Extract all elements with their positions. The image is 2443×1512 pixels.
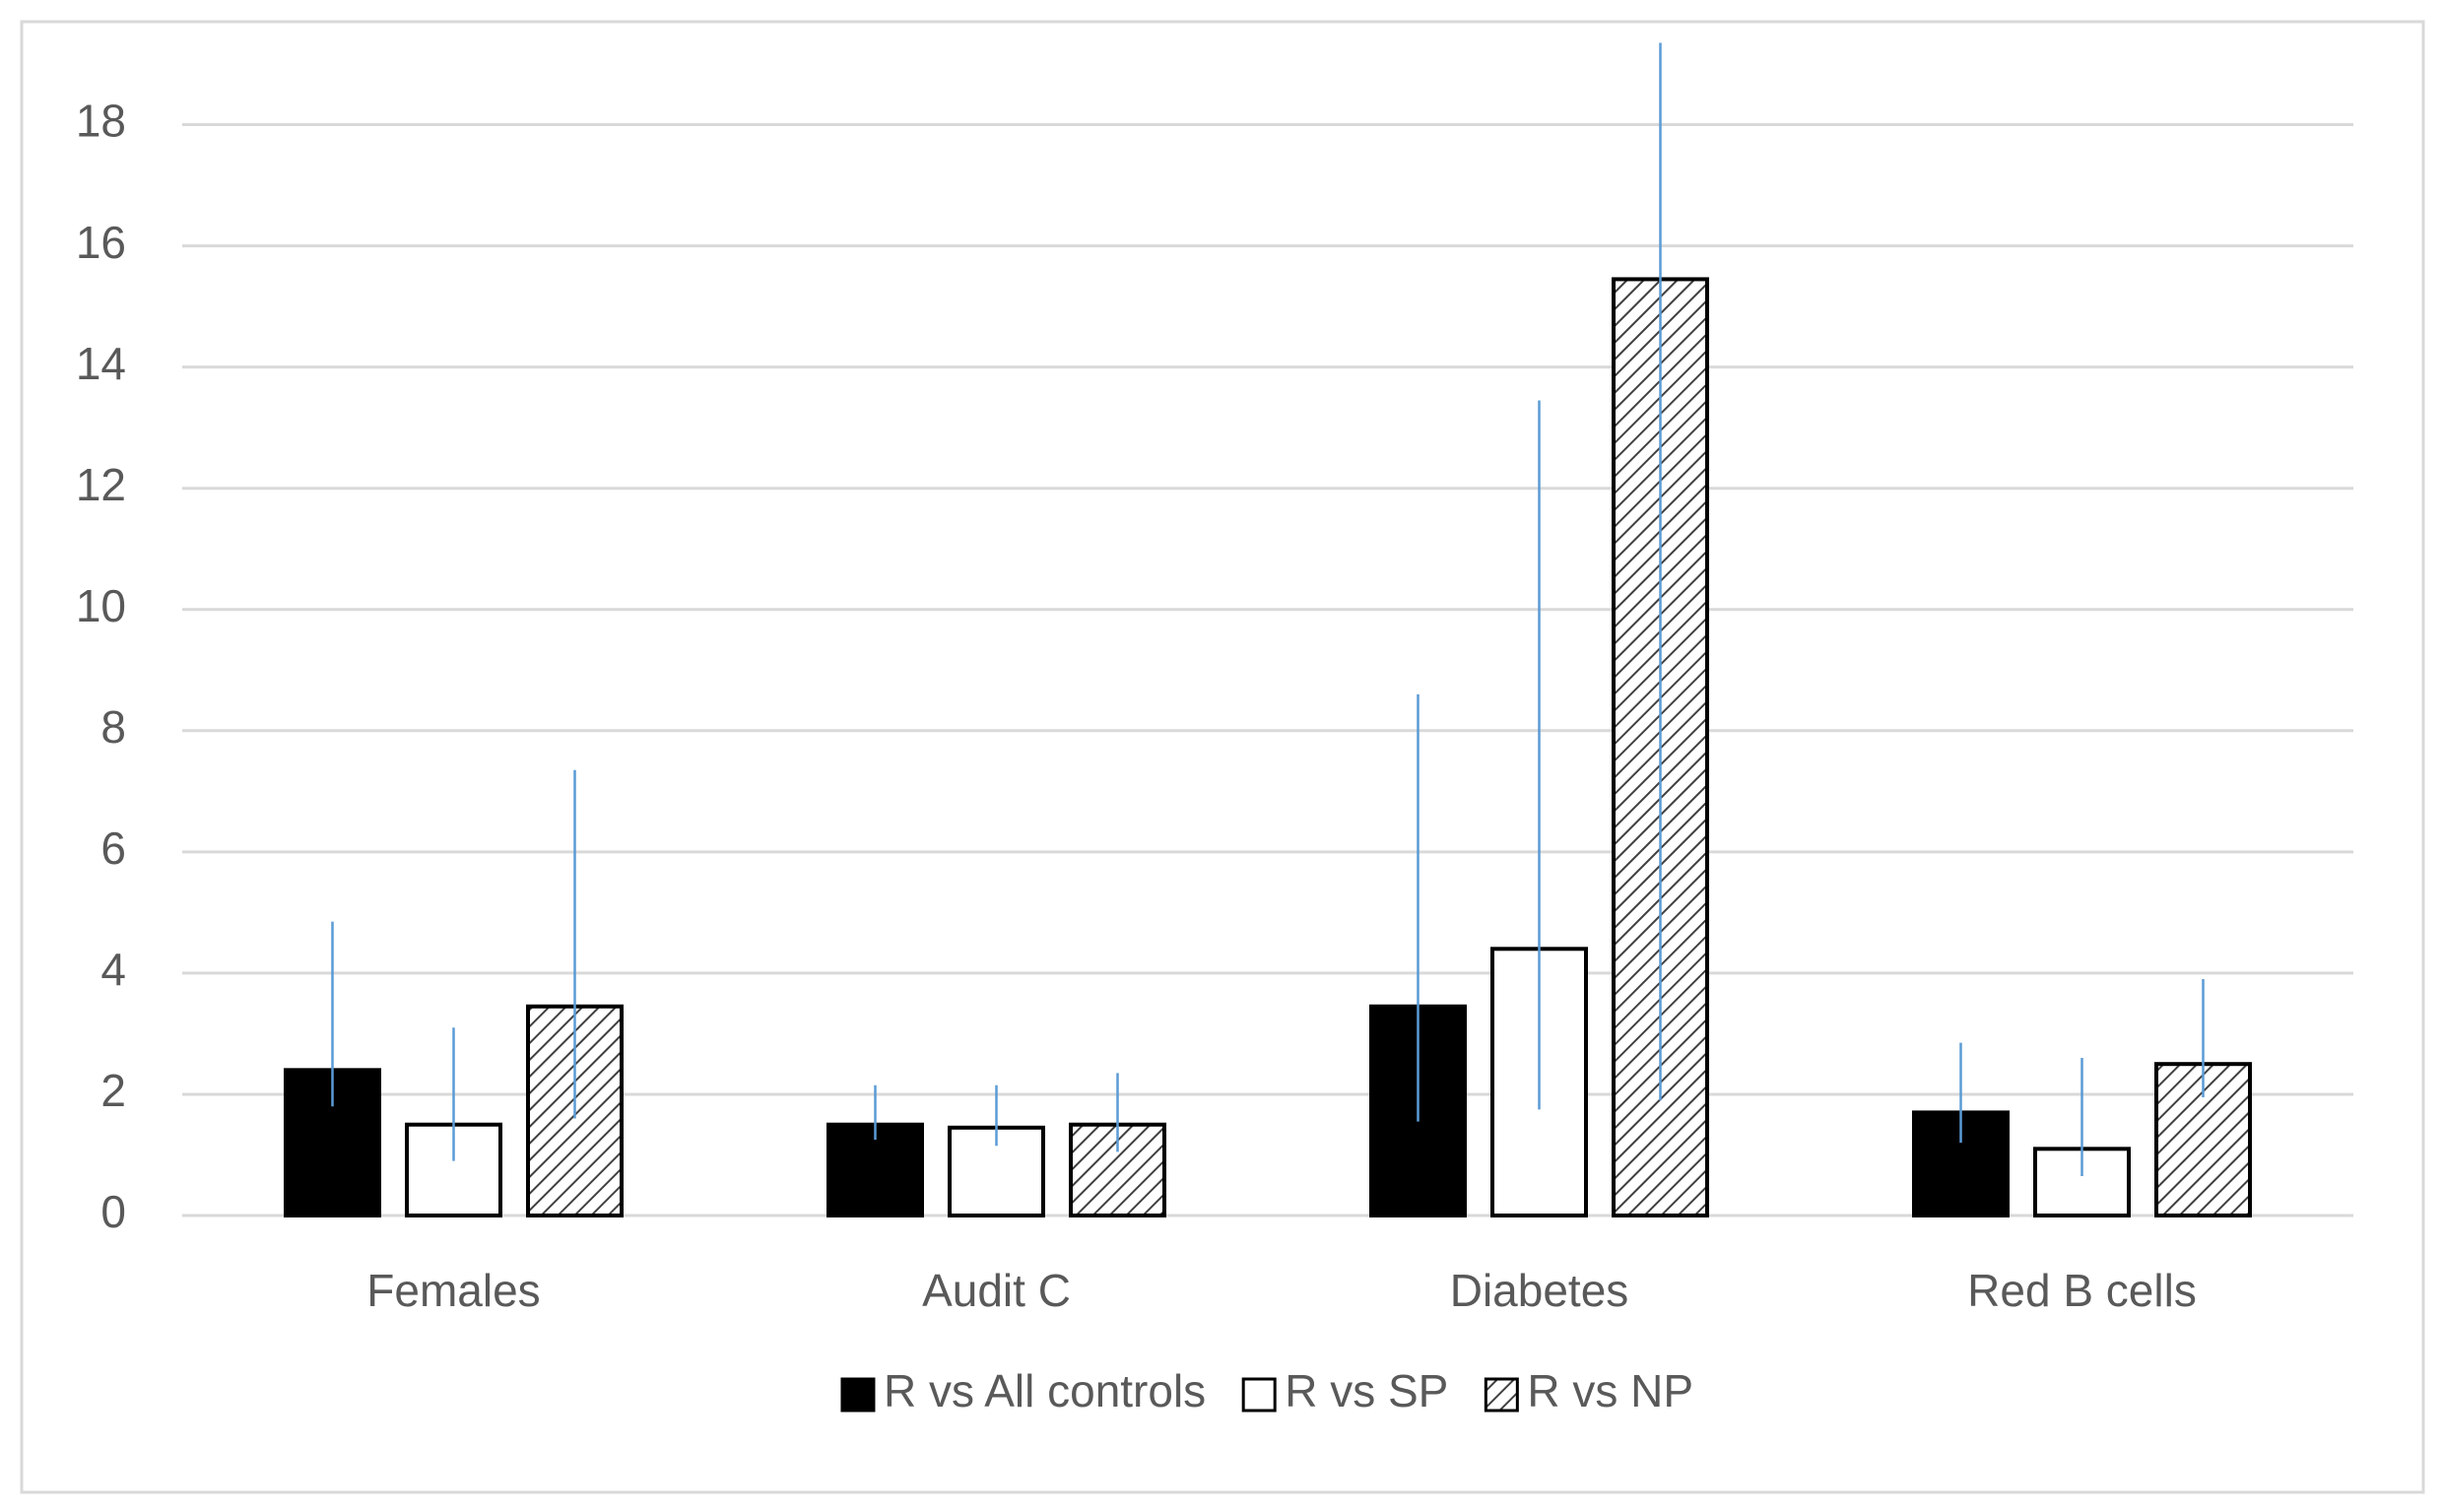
y-tick-label: 10 bbox=[76, 580, 126, 631]
x-tick-label: Audit C bbox=[922, 1265, 1071, 1316]
y-tick-label: 18 bbox=[76, 96, 126, 147]
legend-label: R vs SP bbox=[1285, 1365, 1448, 1416]
y-tick-label: 12 bbox=[76, 459, 126, 510]
x-tick-label: Females bbox=[366, 1265, 540, 1316]
legend-label: R vs NP bbox=[1527, 1365, 1693, 1416]
legend-swatch bbox=[840, 1377, 876, 1413]
y-tick-label: 8 bbox=[100, 701, 126, 753]
y-tick-label: 16 bbox=[76, 217, 126, 268]
y-tick-label: 14 bbox=[76, 338, 126, 389]
y-tick-label: 6 bbox=[100, 822, 126, 874]
legend-label: R vs All controls bbox=[884, 1365, 1206, 1416]
y-tick-label: 2 bbox=[100, 1065, 126, 1116]
x-tick-label: Diabetes bbox=[1450, 1265, 1629, 1316]
y-tick-label: 4 bbox=[100, 944, 126, 995]
legend-swatch bbox=[1241, 1377, 1277, 1413]
y-tick-label: 0 bbox=[100, 1186, 126, 1237]
x-tick-label: Red B cells bbox=[1967, 1265, 2197, 1316]
chart-frame bbox=[20, 20, 2425, 1494]
legend-swatch bbox=[1484, 1377, 1519, 1413]
